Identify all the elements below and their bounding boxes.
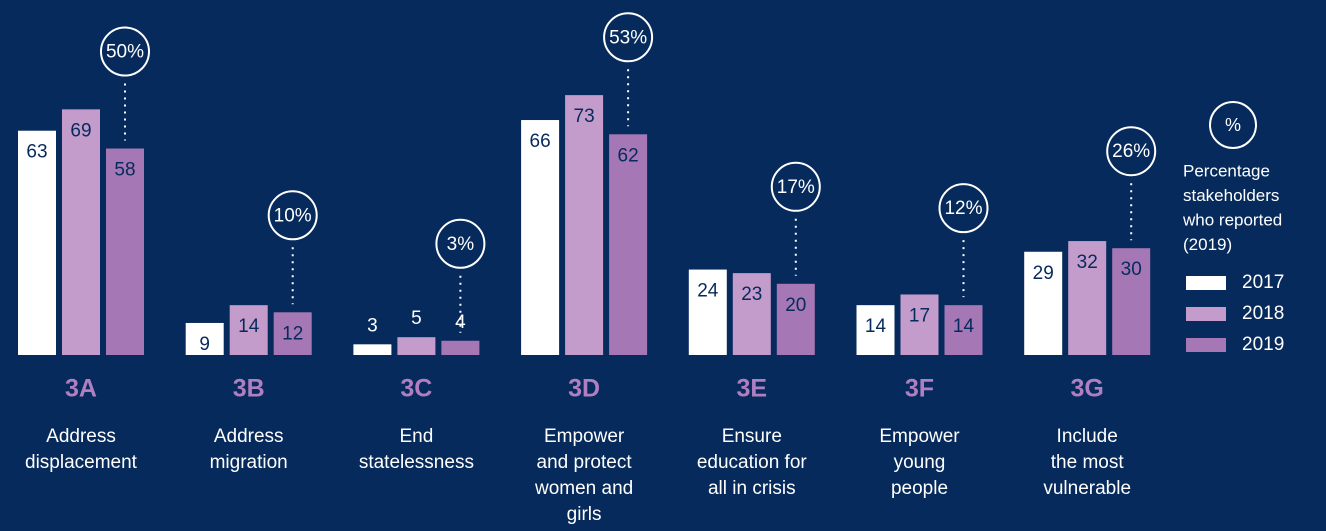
percent-label: 10% [274, 205, 312, 226]
bar [273, 312, 312, 355]
category-description: migration [210, 452, 288, 473]
value-label: 63 [26, 142, 47, 163]
category-description: Empower [879, 426, 960, 447]
bar [106, 148, 144, 355]
percent-label: 12% [944, 198, 982, 219]
category-description: Address [46, 426, 116, 447]
value-label: 4 [455, 312, 466, 333]
bar [441, 340, 480, 355]
legend-swatch [1186, 338, 1226, 352]
value-label: 23 [741, 284, 762, 305]
category-description: End [399, 426, 433, 447]
category-label: 3C [400, 375, 432, 403]
bar [776, 283, 815, 355]
bar [900, 294, 939, 355]
bar [1112, 248, 1151, 355]
value-label: 69 [70, 120, 91, 141]
category-description: Empower [544, 426, 625, 447]
value-label: 3 [367, 315, 378, 336]
percent-circle [100, 26, 150, 77]
bar [856, 305, 895, 355]
value-label: 58 [114, 160, 135, 181]
legend-label: 2018 [1242, 303, 1284, 324]
category-label: 3B [233, 375, 265, 403]
value-label: 62 [618, 145, 639, 166]
bar [609, 134, 648, 355]
bar [229, 305, 268, 355]
percent-circle [1106, 126, 1157, 177]
bar [397, 337, 436, 355]
percent-label: 53% [609, 27, 647, 48]
bar [185, 322, 224, 355]
bar [62, 109, 100, 355]
percent-label: 26% [1112, 141, 1150, 162]
category-label: 3F [905, 375, 934, 403]
category-description: Include [1057, 426, 1118, 447]
percent-circle [938, 183, 989, 234]
legend-label: 2017 [1242, 272, 1284, 293]
legend-swatch [1186, 307, 1226, 321]
bar [944, 305, 983, 355]
legend-symbol: % [1225, 115, 1241, 135]
bar [565, 95, 604, 356]
category-description: all in crisis [708, 478, 796, 499]
value-label: 14 [238, 316, 260, 337]
category-description: the most [1051, 452, 1125, 473]
value-label: 14 [865, 316, 887, 337]
category-description: education for [697, 452, 808, 473]
legend-swatch [1186, 276, 1226, 290]
value-label: 12 [282, 323, 303, 344]
percent-label: 17% [777, 177, 815, 198]
value-label: 24 [697, 281, 719, 302]
value-label: 73 [574, 106, 595, 127]
value-label: 32 [1077, 252, 1098, 273]
value-label: 9 [199, 334, 210, 355]
category-label: 3G [1071, 375, 1104, 403]
value-label: 29 [1033, 263, 1054, 284]
percent-label: 3% [447, 234, 475, 255]
category-description: women and [534, 478, 633, 499]
bar [688, 269, 727, 355]
bar [521, 120, 560, 355]
category-description: girls [567, 504, 602, 525]
legend-circle [1209, 101, 1257, 149]
percent-circle [770, 161, 821, 212]
category-description: vulnerable [1043, 478, 1131, 499]
category-label: 3A [65, 375, 97, 403]
legend-note: (2019) [1183, 235, 1232, 254]
value-label: 17 [909, 305, 930, 326]
category-description: displacement [25, 452, 138, 473]
percent-label: 50% [106, 42, 144, 63]
category-description: Address [214, 426, 284, 447]
legend-note: who reported [1182, 210, 1282, 229]
category-description: young [894, 452, 946, 473]
percent-circle [603, 12, 654, 63]
category-label: 3E [737, 375, 768, 403]
bar [1068, 241, 1107, 355]
legend-label: 2019 [1242, 334, 1284, 355]
bar [18, 130, 56, 355]
value-label: 20 [785, 295, 806, 316]
legend-note: stakeholders [1183, 186, 1279, 205]
category-description: Ensure [722, 426, 782, 447]
value-label: 5 [411, 308, 422, 329]
percent-circle [435, 218, 486, 269]
legend-note: Percentage [1183, 161, 1270, 180]
category-description: and protect [537, 452, 633, 473]
percent-circle [267, 190, 318, 241]
value-label: 30 [1121, 259, 1142, 280]
bar [353, 344, 392, 355]
category-description: people [891, 478, 948, 499]
value-label: 14 [953, 316, 975, 337]
bar [1024, 251, 1063, 355]
value-label: 66 [530, 131, 551, 152]
bar [732, 273, 771, 355]
category-description: statelessness [359, 452, 474, 473]
category-label: 3D [568, 375, 600, 403]
